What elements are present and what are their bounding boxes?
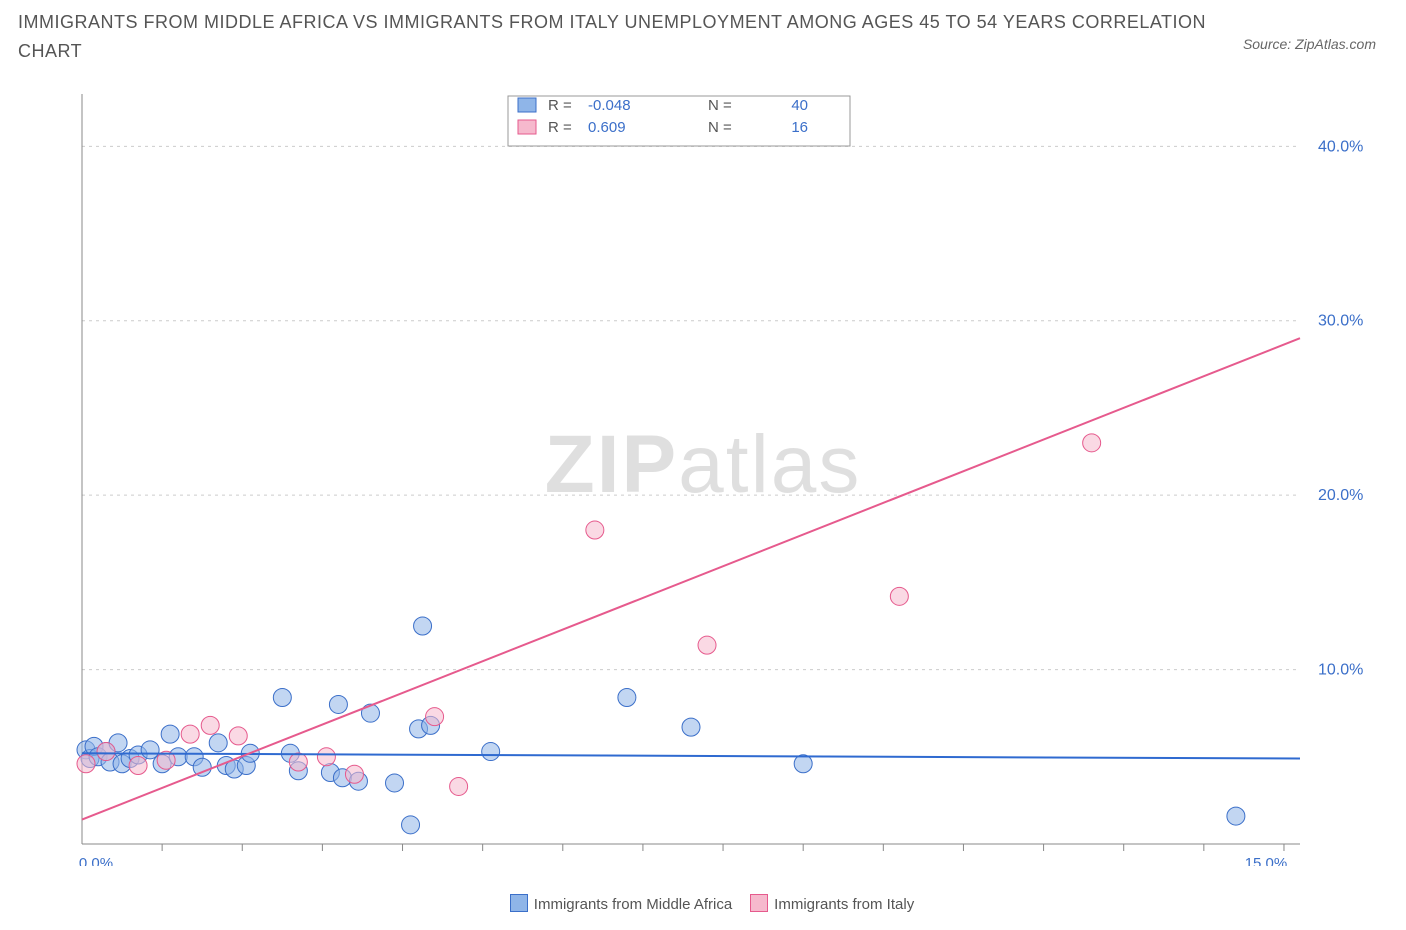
legend-r-value: -0.048 xyxy=(588,97,631,114)
x-tick-label: 15.0% xyxy=(1245,855,1288,866)
point-middle-africa xyxy=(361,704,379,722)
point-middle-africa xyxy=(386,774,404,792)
y-tick-label: 10.0% xyxy=(1318,662,1363,679)
point-middle-africa xyxy=(682,718,700,736)
point-middle-africa xyxy=(402,816,420,834)
legend-swatch xyxy=(510,894,528,912)
y-tick-label: 20.0% xyxy=(1318,487,1363,504)
point-middle-africa xyxy=(273,688,291,706)
chart-title: IMMIGRANTS FROM MIDDLE AFRICA VS IMMIGRA… xyxy=(18,8,1218,66)
point-italy xyxy=(97,743,115,761)
legend-n-label: N = xyxy=(708,119,732,136)
point-middle-africa xyxy=(794,755,812,773)
legend-swatch xyxy=(518,98,536,112)
point-italy xyxy=(77,755,95,773)
point-italy xyxy=(1083,434,1101,452)
legend-n-label: N = xyxy=(708,97,732,114)
scatter-plot: R = -0.048 N = 40 R = 0.609 N = 16 10.0% 20.0% 30… xyxy=(60,86,1375,866)
point-italy xyxy=(317,748,335,766)
point-italy xyxy=(426,708,444,726)
legend-swatch xyxy=(518,120,536,134)
point-italy xyxy=(129,757,147,775)
legend-bottom: Immigrants from Middle Africa Immigrants … xyxy=(0,894,1406,913)
legend-series-label: Immigrants from Middle Africa xyxy=(534,896,732,913)
point-italy xyxy=(201,716,219,734)
point-italy xyxy=(345,765,363,783)
point-middle-africa xyxy=(329,695,347,713)
point-italy xyxy=(450,777,468,795)
y-tick-label: 40.0% xyxy=(1318,138,1363,155)
source-label: Source: ZipAtlas.com xyxy=(1243,36,1376,52)
legend-r-value: 0.609 xyxy=(588,119,626,136)
point-italy xyxy=(890,587,908,605)
point-italy xyxy=(181,725,199,743)
point-middle-africa xyxy=(482,743,500,761)
point-middle-africa xyxy=(209,734,227,752)
point-italy xyxy=(586,521,604,539)
y-tick-label: 30.0% xyxy=(1318,313,1363,330)
point-italy xyxy=(698,636,716,654)
legend-swatch xyxy=(750,894,768,912)
point-middle-africa xyxy=(414,617,432,635)
point-middle-africa xyxy=(1227,807,1245,825)
x-tick-label: 0.0% xyxy=(79,855,113,866)
legend-n-value: 40 xyxy=(791,97,808,114)
point-italy xyxy=(289,753,307,771)
point-italy xyxy=(229,727,247,745)
point-middle-africa xyxy=(161,725,179,743)
point-middle-africa xyxy=(618,688,636,706)
trendline-italy xyxy=(82,338,1300,819)
legend-r-label: R = xyxy=(548,97,572,114)
legend-series-label: Immigrants from Italy xyxy=(774,896,914,913)
legend-n-value: 16 xyxy=(791,119,808,136)
trendline-middle-africa xyxy=(82,753,1300,758)
legend-r-label: R = xyxy=(548,119,572,136)
point-middle-africa xyxy=(141,741,159,759)
